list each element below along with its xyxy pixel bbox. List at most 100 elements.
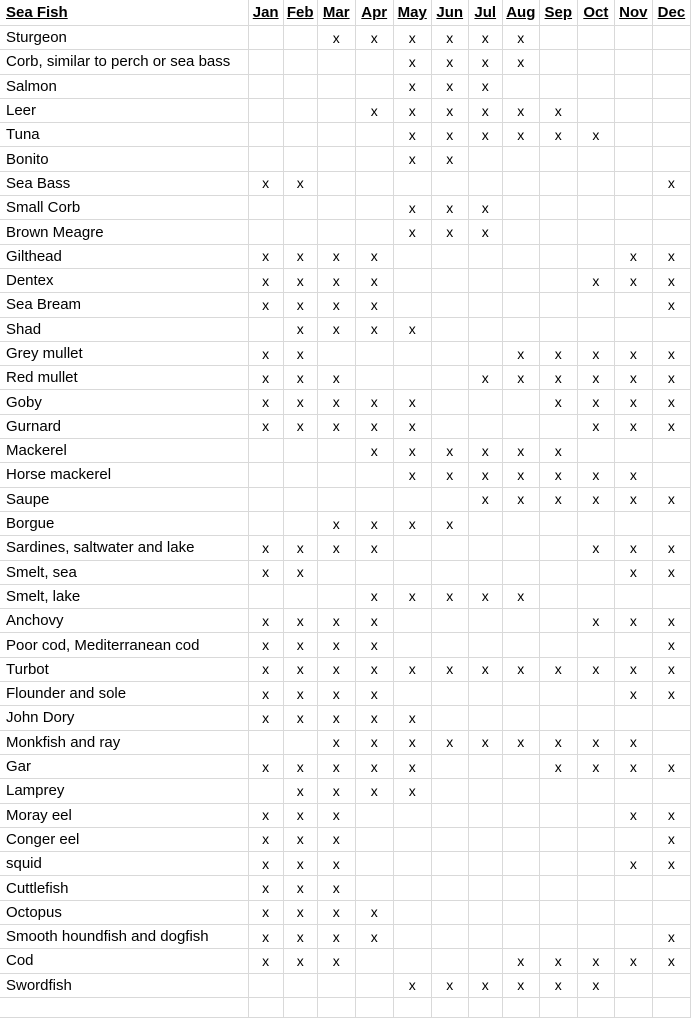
month-cell-jul[interactable] <box>468 535 503 561</box>
month-cell-jan[interactable]: x <box>248 414 284 440</box>
empty-name-cell[interactable] <box>0 997 249 1018</box>
month-cell-apr[interactable] <box>355 171 394 197</box>
empty-month-cell[interactable] <box>317 997 356 1018</box>
empty-month-cell[interactable] <box>652 997 691 1018</box>
month-cell-jun[interactable]: x <box>431 49 469 75</box>
month-cell-apr[interactable]: x <box>355 292 394 318</box>
month-cell-dec[interactable]: x <box>652 414 691 440</box>
month-cell-sep[interactable]: x <box>539 730 578 755</box>
month-cell-dec[interactable] <box>652 74 691 99</box>
month-cell-mar[interactable] <box>317 219 356 245</box>
month-header-sep[interactable]: Sep <box>539 0 578 26</box>
month-header-oct[interactable]: Oct <box>577 0 615 26</box>
month-cell-dec[interactable] <box>652 25 691 51</box>
month-cell-feb[interactable] <box>283 584 318 610</box>
month-cell-jul[interactable]: x <box>468 584 503 610</box>
month-cell-may[interactable]: x <box>393 414 432 440</box>
month-cell-apr[interactable]: x <box>355 900 394 925</box>
month-cell-jun[interactable] <box>431 268 469 294</box>
month-cell-jan[interactable] <box>248 462 284 488</box>
fish-name-cell[interactable]: Lamprey <box>0 778 249 804</box>
month-cell-aug[interactable] <box>502 608 540 634</box>
month-cell-nov[interactable]: x <box>614 754 653 780</box>
month-cell-oct[interactable] <box>577 875 615 901</box>
month-cell-jul[interactable] <box>468 778 503 804</box>
month-cell-jun[interactable]: x <box>431 730 469 755</box>
month-cell-jun[interactable]: x <box>431 122 469 148</box>
month-cell-dec[interactable] <box>652 146 691 172</box>
month-cell-jun[interactable] <box>431 535 469 561</box>
month-cell-oct[interactable]: x <box>577 657 615 683</box>
month-cell-mar[interactable]: x <box>317 827 356 853</box>
month-cell-sep[interactable] <box>539 584 578 610</box>
month-cell-nov[interactable]: x <box>614 948 653 974</box>
month-cell-apr[interactable]: x <box>355 754 394 780</box>
month-cell-dec[interactable] <box>652 705 691 731</box>
month-cell-may[interactable] <box>393 244 432 269</box>
month-cell-jul[interactable]: x <box>468 98 503 124</box>
month-header-jul[interactable]: Jul <box>468 0 503 26</box>
month-cell-mar[interactable]: x <box>317 268 356 294</box>
month-cell-sep[interactable] <box>539 146 578 172</box>
header-sea-fish[interactable]: Sea Fish <box>0 0 249 26</box>
fish-name-cell[interactable]: Gilthead <box>0 244 249 269</box>
month-cell-jul[interactable] <box>468 292 503 318</box>
month-cell-dec[interactable] <box>652 778 691 804</box>
month-cell-feb[interactable] <box>283 219 318 245</box>
month-cell-aug[interactable] <box>502 803 540 828</box>
month-cell-feb[interactable] <box>283 438 318 464</box>
month-cell-apr[interactable] <box>355 875 394 901</box>
month-cell-jan[interactable] <box>248 730 284 755</box>
month-cell-jun[interactable] <box>431 341 469 367</box>
empty-month-cell[interactable] <box>614 997 653 1018</box>
month-cell-oct[interactable] <box>577 851 615 877</box>
month-cell-apr[interactable]: x <box>355 268 394 294</box>
month-cell-may[interactable]: x <box>393 317 432 342</box>
month-cell-jan[interactable]: x <box>248 171 284 197</box>
month-cell-aug[interactable] <box>502 389 540 415</box>
month-cell-mar[interactable] <box>317 438 356 464</box>
month-cell-may[interactable] <box>393 608 432 634</box>
month-cell-feb[interactable]: x <box>283 414 318 440</box>
month-cell-nov[interactable] <box>614 778 653 804</box>
month-cell-apr[interactable] <box>355 341 394 367</box>
month-cell-oct[interactable] <box>577 219 615 245</box>
month-cell-apr[interactable]: x <box>355 632 394 658</box>
month-cell-mar[interactable] <box>317 341 356 367</box>
month-cell-jan[interactable]: x <box>248 535 284 561</box>
month-cell-may[interactable]: x <box>393 438 432 464</box>
month-cell-mar[interactable] <box>317 74 356 99</box>
month-cell-feb[interactable] <box>283 74 318 99</box>
month-cell-jul[interactable]: x <box>468 657 503 683</box>
empty-month-cell[interactable] <box>248 997 284 1018</box>
month-cell-mar[interactable] <box>317 560 356 585</box>
month-cell-sep[interactable] <box>539 292 578 318</box>
month-cell-may[interactable]: x <box>393 705 432 731</box>
fish-name-cell[interactable]: Flounder and sole <box>0 681 249 707</box>
month-cell-aug[interactable]: x <box>502 487 540 512</box>
month-cell-nov[interactable]: x <box>614 414 653 440</box>
month-cell-feb[interactable]: x <box>283 803 318 828</box>
fish-name-cell[interactable]: Poor cod, Mediterranean cod <box>0 632 249 658</box>
fish-name-cell[interactable]: Red mullet <box>0 365 249 391</box>
month-cell-nov[interactable]: x <box>614 657 653 683</box>
month-cell-feb[interactable]: x <box>283 827 318 853</box>
month-cell-mar[interactable] <box>317 98 356 124</box>
month-cell-mar[interactable]: x <box>317 730 356 755</box>
month-cell-jul[interactable] <box>468 900 503 925</box>
month-cell-jul[interactable] <box>468 875 503 901</box>
month-cell-dec[interactable] <box>652 462 691 488</box>
month-cell-jan[interactable] <box>248 438 284 464</box>
month-cell-may[interactable]: x <box>393 730 432 755</box>
month-cell-aug[interactable] <box>502 146 540 172</box>
empty-month-cell[interactable] <box>393 997 432 1018</box>
month-cell-apr[interactable]: x <box>355 25 394 51</box>
month-cell-oct[interactable] <box>577 511 615 537</box>
empty-month-cell[interactable] <box>468 997 503 1018</box>
month-cell-mar[interactable] <box>317 49 356 75</box>
month-cell-oct[interactable] <box>577 900 615 925</box>
month-header-dec[interactable]: Dec <box>652 0 691 26</box>
month-cell-aug[interactable] <box>502 924 540 950</box>
month-cell-sep[interactable]: x <box>539 341 578 367</box>
month-cell-apr[interactable]: x <box>355 924 394 950</box>
